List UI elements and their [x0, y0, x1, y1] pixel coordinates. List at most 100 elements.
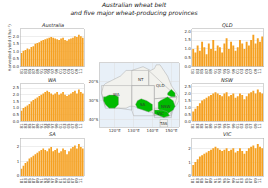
- svg-text:QLD: QLD: [222, 22, 233, 28]
- svg-text:93: 93: [217, 123, 222, 129]
- svg-text:1.5: 1.5: [184, 37, 191, 42]
- svg-text:NSW: NSW: [161, 104, 171, 109]
- svg-text:93: 93: [43, 123, 48, 129]
- svg-text:97: 97: [226, 178, 231, 184]
- svg-text:11: 11: [78, 178, 83, 184]
- svg-text:09: 09: [253, 123, 258, 129]
- svg-text:01: 01: [235, 178, 240, 184]
- svg-text:95: 95: [222, 178, 227, 184]
- svg-text:30°S: 30°S: [89, 98, 99, 103]
- svg-text:01: 01: [58, 178, 63, 184]
- svg-text:SA: SA: [140, 102, 146, 107]
- svg-text:83: 83: [195, 123, 200, 129]
- svg-text:2.5: 2.5: [13, 85, 20, 90]
- svg-text:07: 07: [248, 123, 253, 129]
- svg-text:1.5: 1.5: [184, 98, 191, 103]
- svg-text:87: 87: [31, 123, 36, 129]
- svg-text:93: 93: [217, 178, 222, 184]
- svg-text:1: 1: [17, 159, 20, 164]
- svg-text:85: 85: [27, 178, 32, 184]
- svg-text:Harvested yield (t ha⁻¹): Harvested yield (t ha⁻¹): [7, 24, 12, 72]
- svg-text:WA: WA: [48, 77, 57, 83]
- svg-text:2.0: 2.0: [13, 34, 20, 39]
- svg-text:40°S: 40°S: [89, 117, 99, 122]
- svg-text:87: 87: [204, 123, 209, 129]
- svg-text:0: 0: [188, 173, 191, 178]
- svg-text:WA: WA: [113, 92, 120, 97]
- svg-text:99: 99: [54, 68, 59, 74]
- svg-text:11: 11: [78, 68, 83, 74]
- svg-text:83: 83: [195, 178, 200, 184]
- svg-text:11: 11: [257, 68, 262, 74]
- svg-text:81: 81: [190, 123, 195, 129]
- svg-text:01: 01: [58, 68, 63, 74]
- svg-text:93: 93: [217, 68, 222, 74]
- svg-text:85: 85: [27, 123, 32, 129]
- svg-text:1.5: 1.5: [13, 99, 20, 104]
- svg-text:91: 91: [213, 178, 218, 184]
- svg-text:81: 81: [19, 178, 24, 184]
- svg-text:95: 95: [222, 68, 227, 74]
- svg-text:95: 95: [46, 123, 51, 129]
- svg-text:11: 11: [78, 123, 83, 129]
- svg-text:97: 97: [226, 68, 231, 74]
- svg-text:2.0: 2.0: [13, 92, 20, 97]
- svg-text:99: 99: [54, 178, 59, 184]
- svg-text:81: 81: [19, 68, 24, 74]
- svg-text:QLD: QLD: [156, 83, 164, 88]
- svg-text:07: 07: [70, 68, 75, 74]
- svg-text:150°E: 150°E: [165, 128, 178, 133]
- svg-text:Australian wheat beltand five: Australian wheat beltand five major whea…: [70, 1, 197, 17]
- svg-text:120°E: 120°E: [109, 128, 122, 133]
- svg-text:1.0: 1.0: [184, 105, 191, 110]
- svg-text:1.0: 1.0: [13, 105, 20, 110]
- svg-text:11: 11: [257, 178, 262, 184]
- svg-text:99: 99: [54, 123, 59, 129]
- svg-text:05: 05: [244, 68, 249, 74]
- svg-text:83: 83: [195, 68, 200, 74]
- svg-text:0.5: 0.5: [13, 112, 20, 117]
- svg-text:1: 1: [188, 160, 191, 165]
- svg-text:83: 83: [23, 123, 28, 129]
- svg-text:07: 07: [70, 178, 75, 184]
- svg-text:09: 09: [74, 178, 79, 184]
- svg-text:NT: NT: [138, 77, 144, 82]
- svg-text:89: 89: [35, 178, 40, 184]
- svg-text:81: 81: [19, 123, 24, 129]
- svg-text:20°S: 20°S: [89, 79, 99, 84]
- svg-text:01: 01: [58, 123, 63, 129]
- svg-text:99: 99: [231, 123, 236, 129]
- svg-text:2.5: 2.5: [184, 84, 191, 89]
- svg-text:99: 99: [231, 68, 236, 74]
- svg-text:83: 83: [23, 178, 28, 184]
- svg-text:05: 05: [66, 178, 71, 184]
- svg-text:2.0: 2.0: [184, 29, 191, 34]
- svg-text:05: 05: [66, 123, 71, 129]
- svg-text:89: 89: [208, 123, 213, 129]
- svg-text:05: 05: [244, 178, 249, 184]
- svg-text:01: 01: [235, 123, 240, 129]
- svg-text:05: 05: [66, 68, 71, 74]
- svg-text:85: 85: [199, 178, 204, 184]
- svg-text:99: 99: [231, 178, 236, 184]
- svg-text:09: 09: [74, 123, 79, 129]
- svg-text:2: 2: [17, 144, 20, 149]
- svg-text:91: 91: [213, 68, 218, 74]
- svg-text:89: 89: [208, 178, 213, 184]
- svg-text:97: 97: [50, 123, 55, 129]
- svg-text:140°E: 140°E: [146, 128, 159, 133]
- svg-text:87: 87: [204, 68, 209, 74]
- svg-text:2.0: 2.0: [184, 91, 191, 96]
- svg-text:95: 95: [46, 68, 51, 74]
- svg-text:85: 85: [27, 68, 32, 74]
- svg-text:83: 83: [23, 68, 28, 74]
- svg-text:09: 09: [253, 178, 258, 184]
- svg-text:93: 93: [43, 178, 48, 184]
- svg-text:03: 03: [62, 123, 67, 129]
- svg-text:0.0: 0.0: [184, 119, 191, 124]
- svg-text:03: 03: [240, 68, 245, 74]
- svg-text:87: 87: [31, 68, 36, 74]
- svg-text:95: 95: [46, 178, 51, 184]
- svg-text:09: 09: [74, 68, 79, 74]
- svg-text:1.0: 1.0: [184, 46, 191, 51]
